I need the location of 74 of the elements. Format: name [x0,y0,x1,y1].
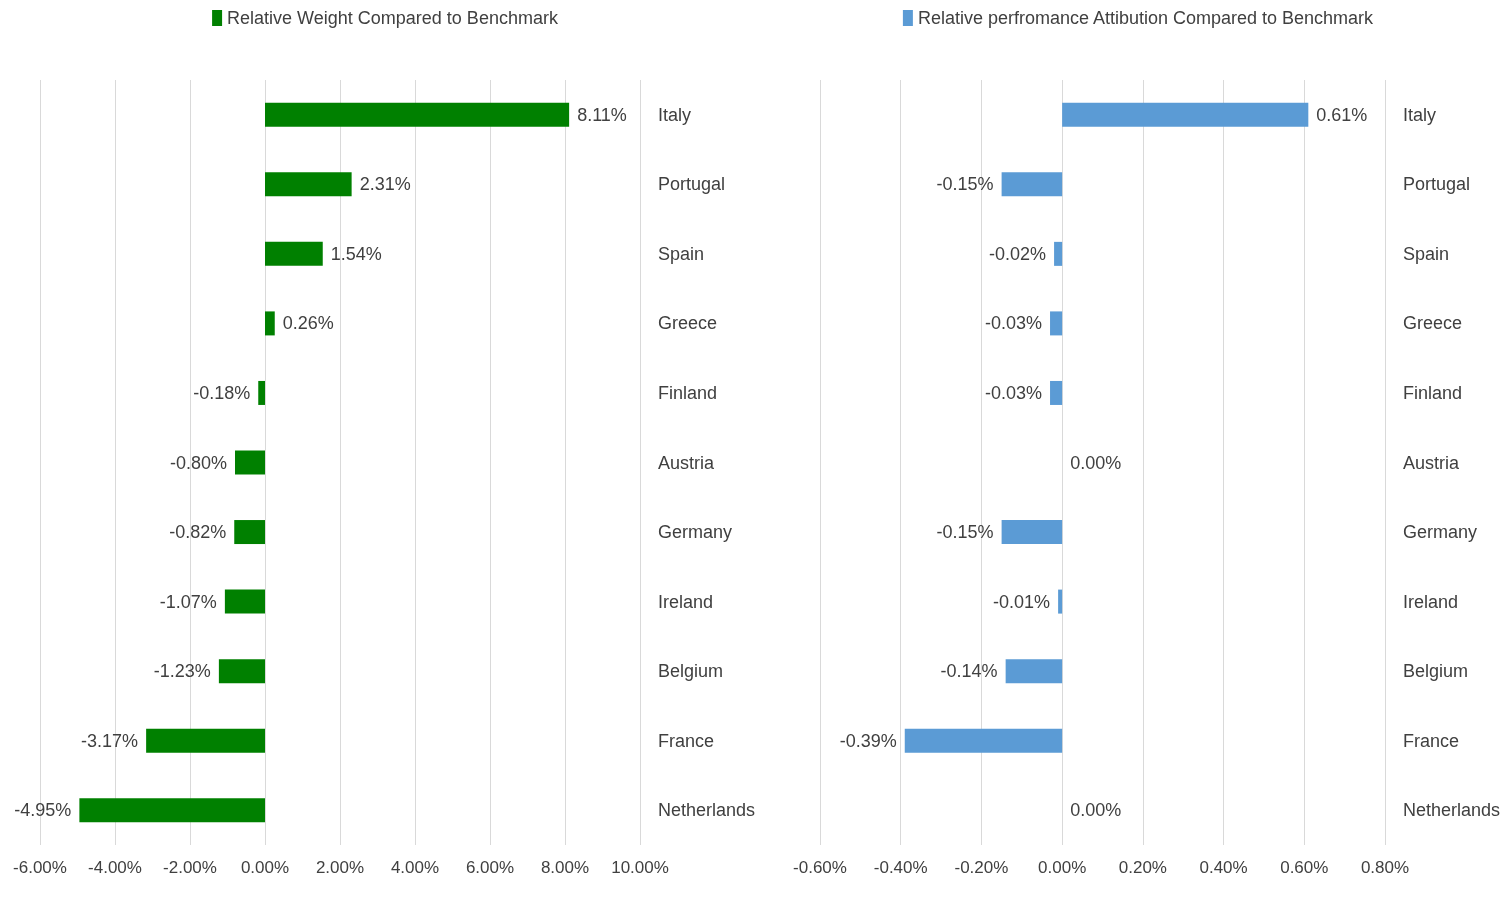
x-tick-label: 0.20% [1118,858,1167,877]
x-tick-label: -0.40% [873,858,928,877]
data-label: 1.54% [330,243,382,264]
y-tick-label: Germany [658,522,733,543]
y-tick-label: France [658,730,715,751]
data-label: -1.23% [153,661,211,682]
y-tick-label: Belgium [1403,661,1469,682]
data-label: -0.01% [993,591,1051,612]
data-label: 2.31% [359,174,411,195]
data-label: -3.17% [81,730,139,751]
data-label: -4.95% [14,800,72,821]
data-label: 0.00% [1070,452,1122,473]
data-label: -0.15% [936,522,994,543]
bar [234,520,265,545]
y-tick-label: Netherlands [1403,800,1501,821]
bar [265,241,323,266]
data-label: -0.03% [984,313,1043,334]
x-tick-label: -2.00% [163,858,217,877]
x-tick-label: 0.60% [1280,858,1329,877]
y-tick-label: Netherlands [658,800,756,821]
y-tick-label: Greece [1403,313,1463,334]
y-tick-label: Spain [1403,243,1450,264]
y-tick-label: Italy [658,104,692,125]
y-tick-label: Ireland [1403,591,1459,612]
x-tick-label: -4.00% [88,858,142,877]
x-tick-label: 0.00% [240,858,290,877]
bar [146,728,265,753]
y-tick-label: Italy [1403,104,1437,125]
y-tick-label: Spain [658,243,705,264]
x-tick-label: -6.00% [13,858,67,877]
data-label: -0.39% [839,730,897,751]
x-tick-label: 4.00% [390,858,440,877]
legend-label: Relative perfromance Attibution Compared to Benchmark [917,8,1375,28]
data-label: 8.11% [577,104,627,125]
y-tick-label: Belgium [658,661,724,682]
data-label: -0.14% [940,661,998,682]
x-tick-label: 2.00% [315,858,365,877]
x-tick-label: -0.20% [954,858,1009,877]
data-label: -0.18% [193,382,251,403]
data-label: 0.00% [1070,800,1122,821]
x-tick-label: 8.00% [540,858,590,877]
data-label: -0.02% [989,243,1047,264]
bar [258,380,265,405]
x-tick-label: 0.80% [1360,858,1410,877]
bar [265,102,570,127]
y-tick-label: Austria [658,452,716,473]
y-tick-label: France [1403,730,1460,751]
data-label: -1.07% [159,591,217,612]
bar [224,589,265,614]
bar [265,172,352,197]
data-label: -0.03% [984,382,1043,403]
data-label: -0.80% [169,452,227,473]
y-tick-label: Greece [658,313,718,334]
y-tick-label: Portugal [658,174,726,195]
data-label: 0.26% [282,313,334,334]
bar [79,798,265,823]
bar [218,659,265,684]
data-label: -0.15% [936,174,994,195]
y-tick-label: Austria [1403,452,1461,473]
x-tick-label: -0.60% [793,858,847,877]
data-label: -0.82% [169,522,227,543]
x-tick-label: 0.00% [1038,858,1087,877]
bar [265,311,275,336]
y-tick-label: Ireland [658,591,714,612]
data-label: 0.61% [1316,104,1368,125]
bar [235,450,265,475]
y-tick-label: Portugal [1403,174,1471,195]
y-tick-label: Germany [1403,522,1478,543]
y-tick-label: Finland [658,382,718,403]
x-tick-label: 0.40% [1199,858,1248,877]
y-tick-label: Finland [1403,382,1463,403]
x-tick-label: 10.00% [611,858,669,877]
x-tick-label: 6.00% [465,858,515,877]
legend-label: Relative Weight Compared to Benchmark [227,8,559,28]
